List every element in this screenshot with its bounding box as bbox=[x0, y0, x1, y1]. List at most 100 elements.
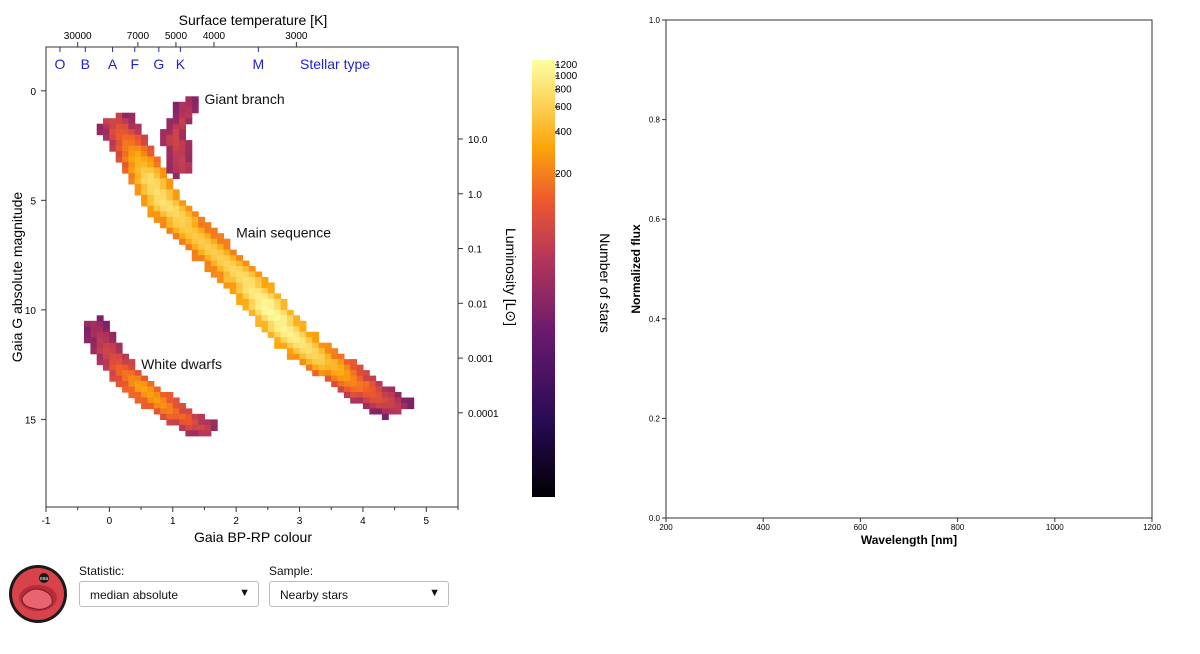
heatmap-cell bbox=[160, 408, 167, 415]
heatmap-cell bbox=[388, 397, 396, 404]
heatmap-cell bbox=[356, 386, 364, 393]
heatmap-cell bbox=[134, 178, 142, 185]
heatmap-cell bbox=[166, 183, 174, 190]
heatmap-cell bbox=[312, 359, 320, 366]
heatmap-cell bbox=[166, 134, 174, 141]
heatmap-cell bbox=[172, 205, 180, 212]
heatmap-cell bbox=[204, 249, 212, 256]
heatmap-cell bbox=[109, 140, 117, 147]
colorbar-tick-label: 1000 bbox=[555, 71, 578, 82]
heatmap-cell bbox=[198, 222, 205, 229]
heatmap-cell bbox=[312, 337, 320, 344]
heatmap-cell bbox=[255, 271, 263, 278]
heatmap-cell bbox=[109, 364, 117, 371]
heatmap-cell bbox=[191, 255, 199, 262]
heatmap-cell bbox=[122, 118, 129, 125]
heatmap-cell bbox=[141, 167, 148, 174]
heatmap-cell bbox=[331, 381, 339, 388]
heatmap-cell bbox=[166, 200, 174, 207]
heatmap-cell bbox=[255, 304, 263, 311]
heatmap-cell bbox=[172, 101, 180, 108]
heatmap-cell bbox=[198, 430, 205, 437]
heatmap-cell bbox=[160, 189, 167, 196]
heatmap-cell bbox=[134, 189, 142, 196]
heatmap-cell bbox=[356, 370, 364, 377]
heatmap-cell bbox=[248, 288, 256, 295]
heatmap-cell bbox=[350, 370, 358, 377]
heatmap-cell bbox=[115, 112, 123, 119]
heatmap-cell bbox=[109, 359, 117, 366]
heatmap-cell bbox=[109, 123, 117, 130]
heatmap-cell bbox=[229, 260, 237, 267]
heatmap-cell bbox=[362, 386, 370, 393]
heatmap-cell bbox=[369, 386, 377, 393]
heatmap-cell bbox=[147, 189, 155, 196]
statistic-dropdown[interactable]: median absolute ▼ bbox=[79, 581, 259, 607]
y-tick-label: 10 bbox=[25, 306, 37, 317]
heatmap-cell bbox=[185, 222, 193, 229]
heatmap-cell bbox=[191, 107, 199, 114]
sample-dropdown[interactable]: Nearby stars ▼ bbox=[269, 581, 449, 607]
heatmap-cell bbox=[324, 364, 332, 371]
heatmap-cell bbox=[191, 424, 199, 431]
heatmap-cell bbox=[103, 320, 110, 327]
heatmap-cell bbox=[90, 337, 98, 344]
x-tick-label: 1 bbox=[170, 516, 176, 527]
heatmap-cell bbox=[147, 167, 155, 174]
heatmap-cell bbox=[223, 244, 231, 251]
heatmap-cell bbox=[128, 156, 136, 163]
heatmap-cell bbox=[185, 227, 193, 234]
heatmap-cell bbox=[242, 271, 250, 278]
heatmap-cell bbox=[147, 194, 155, 201]
heatmap-cell bbox=[267, 320, 275, 327]
spectrum-y-tick-label: 0.8 bbox=[649, 116, 661, 125]
colorbar-tick-label: 600 bbox=[555, 102, 572, 113]
spectrum-x-tick-label: 800 bbox=[951, 523, 965, 532]
heatmap-cell bbox=[229, 266, 237, 273]
heatmap-cell bbox=[286, 337, 294, 344]
heatmap-cell bbox=[128, 140, 136, 147]
heatmap-cell bbox=[128, 178, 136, 185]
heatmap-cell bbox=[185, 408, 193, 415]
heatmap-cell bbox=[274, 293, 282, 300]
heatmap-cell bbox=[103, 129, 110, 136]
heatmap-cell bbox=[267, 298, 275, 305]
heatmap-cell bbox=[388, 392, 396, 399]
heatmap-cell bbox=[191, 238, 199, 245]
heatmap-cell bbox=[293, 320, 301, 327]
heatmap-cell bbox=[191, 96, 199, 103]
region-labels: Main sequence Giant branch White dwarfs bbox=[141, 91, 331, 372]
sample-dropdown-value: Nearby stars bbox=[280, 588, 349, 602]
heatmap-cell bbox=[115, 156, 123, 163]
heatmap-cell bbox=[90, 326, 98, 333]
heatmap-cell bbox=[299, 326, 307, 333]
heatmap-cell bbox=[134, 151, 142, 158]
heatmap-cell bbox=[134, 167, 142, 174]
heatmap-cell bbox=[312, 364, 320, 371]
heatmap-cell bbox=[369, 408, 377, 415]
top-axis-ticks: 30000 7000 5000 4000 3000 bbox=[64, 31, 308, 47]
colorbar-tick-label: 1200 bbox=[555, 60, 578, 71]
heatmap-cell bbox=[299, 353, 307, 360]
heatmap-cell bbox=[109, 118, 117, 125]
heatmap-cell bbox=[255, 277, 263, 284]
heatmap-cell bbox=[109, 331, 117, 338]
heatmap-cell bbox=[160, 205, 167, 212]
top-axis-title: Surface temperature [K] bbox=[179, 12, 328, 28]
heatmap-cell bbox=[128, 145, 136, 152]
heatmap-cell bbox=[172, 200, 180, 207]
heatmap-cell bbox=[394, 408, 402, 415]
heatmap-cell bbox=[229, 282, 237, 289]
heatmap-cell bbox=[128, 118, 136, 125]
heatmap-cell bbox=[261, 298, 269, 305]
heatmap-cell bbox=[172, 145, 180, 152]
heatmap-cell bbox=[356, 375, 364, 382]
heatmap-cell bbox=[141, 397, 148, 404]
heatmap-cell bbox=[141, 173, 148, 180]
heatmap-cell bbox=[267, 315, 275, 322]
heatmap-cell bbox=[179, 156, 186, 163]
heatmap-cell bbox=[337, 364, 345, 371]
heatmap-cell bbox=[153, 167, 161, 174]
heatmap-cell bbox=[299, 337, 307, 344]
